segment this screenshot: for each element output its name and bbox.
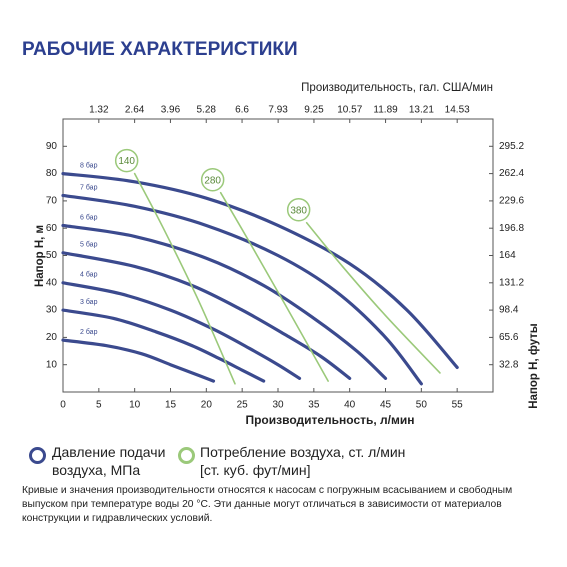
y2-tick-label: 65.6 [499, 332, 519, 343]
series-line [61, 308, 266, 383]
legend-label: Давление подачи воздуха, МПа [52, 444, 166, 478]
legend-marker [29, 447, 46, 464]
series-line [305, 221, 441, 374]
series-label: 2 бар [80, 328, 98, 336]
x-tick-label: 55 [452, 400, 464, 411]
x2-axis-label: Производительность, гал. США/мин [301, 82, 493, 94]
x2-tick-label: 2.64 [125, 105, 145, 116]
y2-axis-label: Напор H, футы [528, 323, 540, 409]
x-axis-label: Производительность, л/мин [245, 413, 414, 427]
x-tick-label: 0 [60, 400, 66, 411]
y-tick-label: 40 [46, 277, 58, 288]
chart: РАБОЧИЕ ХАРАКТЕРИСТИКИ Производительност… [22, 39, 540, 427]
x-tick-label: 10 [129, 400, 141, 411]
x-tick-label: 5 [96, 400, 102, 411]
y2-tick-label: 229.6 [499, 196, 524, 207]
legend-marker [178, 447, 195, 464]
x2-tick-label: 14.53 [445, 105, 470, 116]
x2-tick-label: 3.96 [161, 105, 181, 116]
chart-title: РАБОЧИЕ ХАРАКТЕРИСТИКИ [22, 39, 298, 60]
series-label-circle [286, 197, 311, 222]
x2-tick-label: 1.32 [89, 105, 109, 116]
x-tick-label: 25 [237, 400, 249, 411]
x-tick-label: 35 [308, 400, 320, 411]
series-line [61, 281, 302, 380]
y2-tick-label: 295.2 [499, 141, 524, 152]
series-line [61, 251, 352, 380]
x2-tick-label: 7.93 [268, 105, 288, 116]
y-tick-label: 30 [46, 305, 58, 316]
y2-tick-label: 98.4 [499, 305, 519, 316]
series-label: 140 [118, 156, 135, 167]
series-line [133, 172, 236, 385]
series-label-circle [114, 148, 139, 173]
x-tick-label: 40 [344, 400, 356, 411]
series-label: 5 бар [80, 241, 98, 249]
series-label: 3 бар [80, 298, 98, 306]
x2-tick-label: 5.28 [197, 105, 217, 116]
x-tick-label: 30 [272, 400, 284, 411]
series-line [61, 338, 216, 383]
y-tick-label: 90 [46, 141, 58, 152]
x2-tick-label: 11.89 [373, 105, 398, 116]
y2-tick-label: 32.8 [499, 359, 519, 370]
series-label: 6 бар [80, 213, 98, 221]
y-tick-label: 60 [46, 223, 58, 234]
series-line [61, 193, 423, 386]
y-tick-label: 70 [46, 196, 58, 207]
y-tick-label: 20 [46, 332, 58, 343]
y2-tick-label: 196.8 [499, 223, 524, 234]
x2-tick-label: 9.25 [304, 105, 324, 116]
legend-label: Потребление воздуха, ст. л/мин [ст. куб.… [200, 444, 406, 478]
y2-tick-label: 164 [499, 250, 516, 261]
series-label: 4 бар [80, 271, 98, 279]
series-label-circle [200, 167, 225, 192]
series-label: 280 [204, 175, 221, 186]
y-tick-label: 80 [46, 168, 58, 179]
series-line [219, 191, 329, 382]
x-tick-label: 45 [380, 400, 392, 411]
footnote: Кривые и значения производительности отн… [22, 485, 513, 524]
x2-tick-label: 10.57 [337, 105, 362, 116]
x-tick-label: 20 [201, 400, 213, 411]
x-tick-label: 15 [165, 400, 177, 411]
x-tick-label: 50 [416, 400, 428, 411]
series-line [61, 172, 459, 370]
series-label: 380 [290, 205, 307, 216]
x2-tick-label: 13.21 [409, 105, 434, 116]
y-tick-label: 50 [46, 250, 58, 261]
y-tick-label: 10 [46, 359, 58, 370]
x2-tick-label: 6.6 [235, 105, 249, 116]
series-label: 7 бар [80, 183, 98, 191]
y2-tick-label: 131.2 [499, 277, 524, 288]
series-line [61, 223, 388, 380]
y-axis-label: Напор H, м [34, 225, 46, 287]
series-label: 8 бар [80, 161, 98, 169]
y2-tick-label: 262.4 [499, 168, 524, 179]
